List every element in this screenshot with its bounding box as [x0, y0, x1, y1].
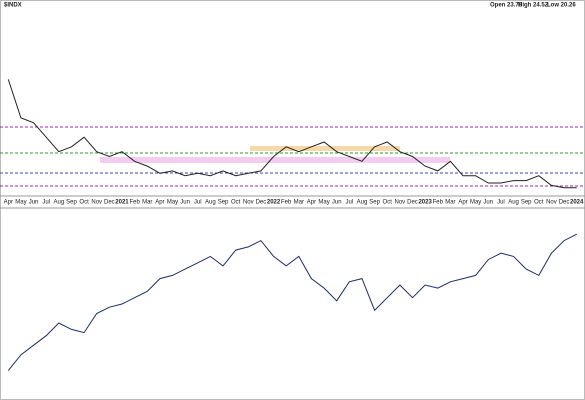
x-tick-label: Dec — [256, 200, 267, 206]
x-tick-label: Jun — [332, 200, 342, 206]
x-tick-label: Apr — [458, 200, 467, 206]
x-tick-label: Sep — [66, 200, 77, 206]
x-tick-label: Nov — [91, 200, 102, 206]
x-tick-label: May — [318, 200, 329, 206]
x-tick-label: Oct — [534, 200, 544, 206]
x-tick-label: Apr — [4, 200, 13, 206]
x-tick-label: Sep — [521, 200, 532, 206]
price-line — [7, 79, 577, 189]
x-tick-label: Sep — [218, 200, 229, 206]
zone-band — [250, 146, 400, 151]
x-tick-label: Sep — [369, 200, 380, 206]
x-tick-label: Jun — [180, 200, 190, 206]
price-line — [7, 233, 577, 371]
x-tick-label: Mar — [445, 200, 455, 206]
x-tick-label: Jun — [29, 200, 39, 206]
x-tick-label: Apr — [155, 200, 164, 206]
x-tick-label: Dec — [407, 200, 418, 206]
x-tick-label: Mar — [294, 200, 304, 206]
x-tick-label: 2022 — [267, 200, 281, 206]
x-tick-label: Feb — [129, 200, 140, 206]
x-tick-label: Oct — [383, 200, 393, 206]
x-tick-label: Oct — [79, 200, 89, 206]
x-tick-label: Dec — [104, 200, 115, 206]
x-tick-label: Jul — [42, 200, 50, 206]
x-tick-label: Jul — [194, 200, 202, 206]
x-tick-label: Nov — [395, 200, 406, 206]
x-tick-label: Nov — [546, 200, 557, 206]
x-tick-label: Feb — [281, 200, 292, 206]
x-tick-label: Aug — [53, 200, 64, 206]
x-tick-label: Aug — [357, 200, 368, 206]
x-tick-label: May — [167, 200, 178, 206]
x-tick-label: Mar — [142, 200, 152, 206]
high: High 24.52 — [518, 3, 549, 9]
symbol: $INDX — [4, 3, 22, 9]
zone-band — [100, 157, 450, 163]
x-tick-label: Oct — [231, 200, 241, 206]
x-tick-label: 2024 — [570, 200, 584, 206]
x-tick-label: Apr — [307, 200, 316, 206]
x-tick-label: Jul — [346, 200, 354, 206]
low: Low 20.26 — [547, 3, 576, 9]
x-tick-label: Aug — [508, 200, 519, 206]
x-tick-label: May — [470, 200, 481, 206]
x-tick-label: Nov — [243, 200, 254, 206]
open: Open 23.78 — [490, 3, 523, 9]
x-tick-label: 2023 — [418, 200, 432, 206]
x-tick-label: Aug — [205, 200, 216, 206]
x-tick-label: Jul — [497, 200, 505, 206]
x-tick-label: Dec — [559, 200, 570, 206]
x-tick-label: May — [15, 200, 26, 206]
x-tick-label: Jun — [483, 200, 493, 206]
x-tick-label: 2021 — [115, 200, 129, 206]
x-tick-label: Feb — [433, 200, 444, 206]
